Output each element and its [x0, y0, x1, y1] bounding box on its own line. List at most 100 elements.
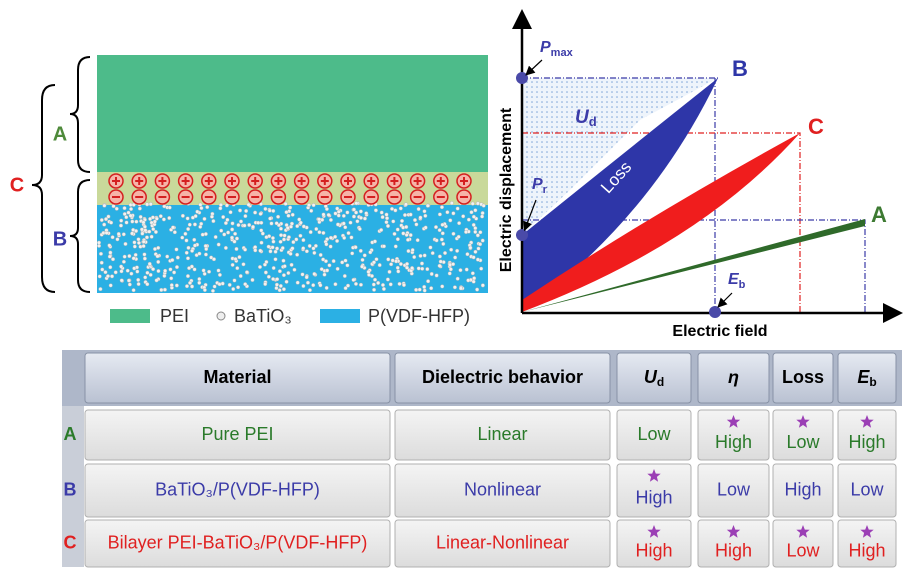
particle: [237, 255, 242, 260]
particle: [470, 271, 475, 276]
particle: [290, 212, 295, 217]
particle: [217, 272, 222, 277]
cell-text: Low: [786, 432, 820, 452]
particle: [100, 267, 105, 272]
particle: [286, 235, 291, 240]
particle: [203, 232, 208, 237]
particle: [402, 213, 407, 218]
particle: [461, 214, 466, 219]
particle: [139, 227, 144, 232]
row-label: B: [64, 479, 77, 499]
particle: [412, 255, 417, 260]
particle: [379, 210, 384, 215]
particle: [230, 221, 235, 226]
particle: [258, 211, 263, 216]
particle: [429, 271, 434, 276]
particle: [218, 202, 223, 207]
particle: [259, 228, 264, 233]
particle: [288, 205, 293, 210]
particle: [471, 214, 476, 219]
cell: [772, 463, 834, 518]
particle: [263, 206, 268, 211]
particle: [235, 266, 240, 271]
particle: [410, 266, 415, 271]
particle: [234, 246, 239, 251]
particle: [158, 214, 163, 219]
particle: [193, 214, 198, 219]
pei-layer: [97, 55, 488, 173]
particle: [417, 287, 422, 292]
particle: [380, 282, 385, 287]
cell-text: High: [635, 487, 672, 507]
star: [860, 525, 874, 538]
particle: [246, 202, 251, 207]
particle: [376, 280, 381, 285]
particle: [129, 207, 134, 212]
particle: [99, 218, 104, 223]
particle: [155, 254, 160, 259]
particle: [358, 248, 363, 253]
particle: [451, 211, 456, 216]
particle: [136, 240, 141, 245]
header-text-sub: b: [869, 375, 876, 389]
particle: [389, 262, 394, 267]
particle: [318, 252, 323, 257]
particle: [464, 229, 469, 234]
particle: [447, 262, 452, 267]
particle: [198, 224, 203, 229]
particle: [258, 202, 263, 207]
cell: [616, 463, 692, 518]
particle: [256, 220, 261, 225]
particle: [321, 257, 326, 262]
pr-label-sub: r: [543, 184, 548, 196]
particle: [97, 274, 102, 279]
pmax-label-sub: max: [551, 47, 574, 59]
particle: [174, 283, 179, 288]
particle: [341, 221, 346, 226]
particle: [108, 250, 113, 255]
particle: [297, 217, 302, 222]
particle: [98, 251, 103, 256]
particle: [271, 277, 276, 282]
particle: [121, 259, 126, 264]
particle: [273, 249, 278, 254]
particle: [184, 250, 189, 255]
particle: [373, 277, 378, 282]
particle: [152, 219, 157, 224]
particle: [244, 208, 249, 213]
particle: [269, 221, 274, 226]
particle: [415, 238, 420, 243]
particle: [294, 237, 299, 242]
particle: [151, 227, 156, 232]
particle: [230, 227, 235, 232]
cell: [616, 409, 692, 461]
particle: [323, 204, 328, 209]
particle: [108, 265, 113, 270]
particle: [312, 271, 317, 276]
particle: [342, 235, 347, 240]
particle: [452, 285, 457, 290]
particle: [275, 277, 280, 282]
particle: [128, 213, 133, 218]
particle: [360, 257, 365, 262]
particle: [156, 259, 161, 264]
particle: [321, 212, 326, 217]
particle: [292, 267, 297, 272]
particle: [346, 231, 351, 236]
particle: [142, 224, 147, 229]
particle: [321, 230, 326, 235]
particle: [328, 217, 333, 222]
table: Material Dielectric behavior Ud η Loss Eb A Pur…: [62, 350, 902, 568]
particle: [233, 231, 238, 236]
particle: [400, 218, 405, 223]
particle: [372, 287, 377, 292]
particle: [306, 203, 311, 208]
particle: [473, 229, 478, 234]
star: [726, 525, 741, 538]
particle: [401, 283, 406, 288]
particle: [183, 231, 188, 236]
particle: [385, 223, 390, 228]
particle: [345, 263, 350, 268]
particle: [307, 288, 312, 293]
eb-label-main: E: [728, 271, 740, 288]
